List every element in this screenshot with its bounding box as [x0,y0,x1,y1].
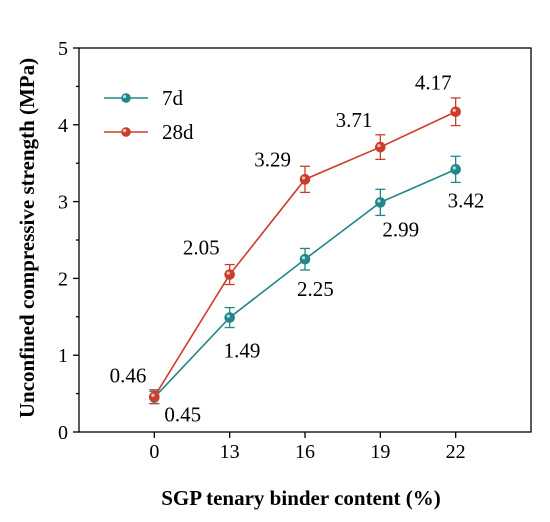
data-label: 2.25 [297,277,334,301]
data-label: 0.45 [164,402,201,426]
data-label: 4.17 [415,71,452,95]
data-labels: 0.45 1.49 2.25 2.99 3.42 0.46 2.05 3.29 3.71 4.17 [110,71,485,427]
y-tick-label: 5 [58,38,68,60]
x-axis-title: SGP tenary binder content (%) [161,486,441,510]
data-point-highlight [377,199,381,203]
data-point [224,312,235,323]
x-tick-label: 19 [370,441,390,463]
data-point [299,174,311,185]
data-point [450,164,461,175]
data-label: 3.71 [336,108,373,132]
plot-area: 0 1 2 3 4 5 0 13 16 19 22 [58,38,532,463]
x-tick-label: 13 [220,441,240,463]
series-28d [149,97,461,405]
data-point-highlight [302,256,306,260]
legend-label: 7d [162,86,184,110]
y-axis-title: Unconfined compressive strength (MPa) [15,58,39,418]
data-label: 2.99 [382,217,419,241]
data-point-highlight [226,271,230,275]
data-point [224,269,235,280]
legend-item: 28d [104,120,194,144]
data-point [375,197,386,208]
y-tick-label: 4 [58,115,68,137]
series-layer [149,97,461,405]
data-point [375,141,386,153]
legend-marker-highlight [123,129,127,133]
x-tick-label: 16 [295,441,315,463]
data-point [299,253,311,265]
legend-item: 7d [104,86,184,110]
data-point-highlight [302,176,306,180]
y-tick-label: 3 [58,192,68,214]
data-label: 3.29 [254,147,291,171]
data-label: 3.42 [448,188,485,212]
data-label: 1.49 [224,339,261,363]
y-tick-label: 1 [58,345,68,367]
data-point-highlight [452,108,456,112]
legend-marker-highlight [123,95,127,99]
x-tick-label: 22 [446,441,466,463]
legend-label: 28d [162,120,194,144]
data-point [149,391,160,402]
data-point-highlight [151,393,155,397]
data-point-highlight [452,166,456,170]
data-point [450,106,461,118]
plot-frame [78,47,532,433]
y-tick-label: 0 [58,422,68,444]
data-label: 2.05 [183,236,220,260]
legend-marker [121,127,131,137]
data-label: 0.46 [110,364,147,388]
legend-marker [121,93,131,103]
data-point-highlight [377,144,381,148]
data-point-highlight [226,314,230,318]
x-tick-label: 0 [149,441,159,463]
y-tick-label: 2 [58,268,68,290]
